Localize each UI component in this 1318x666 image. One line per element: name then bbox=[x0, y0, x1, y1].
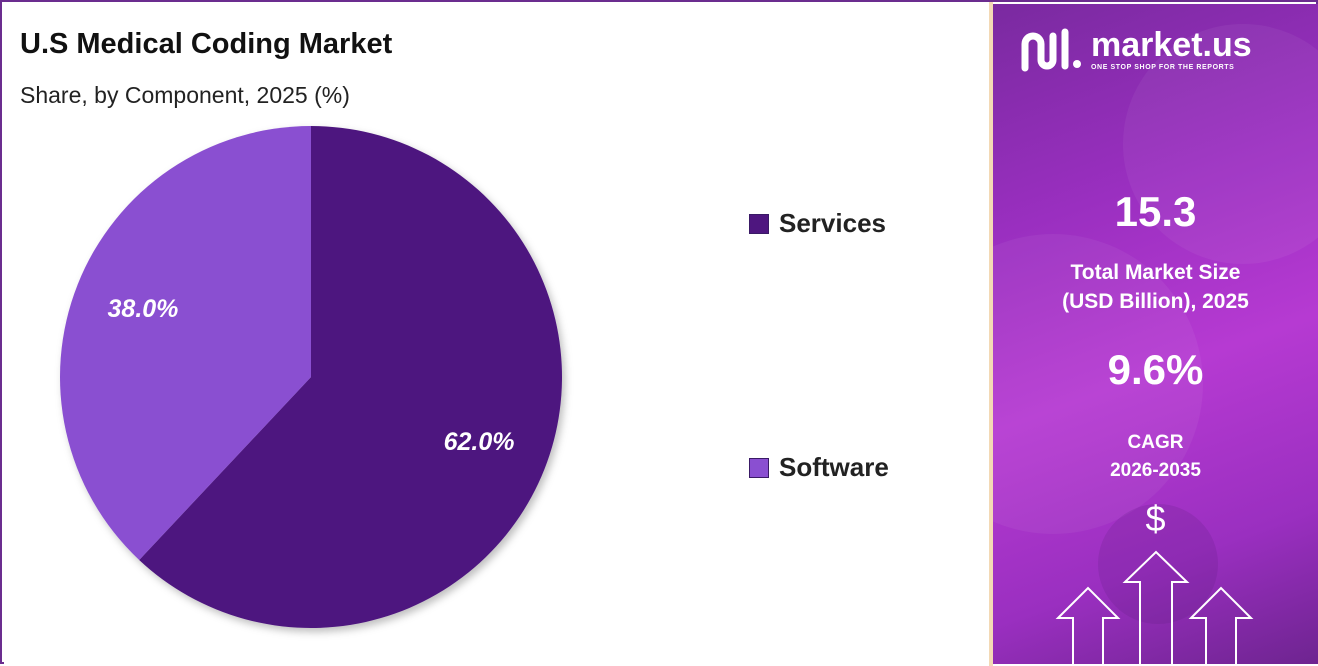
pie-slice-services bbox=[139, 126, 562, 629]
legend-item-software: Software bbox=[749, 452, 889, 483]
brand: market.us ONE STOP SHOP FOR THE REPORTS bbox=[1021, 26, 1252, 72]
pie-chart: 62.0% 38.0% bbox=[60, 126, 562, 629]
arrow-up-icon bbox=[1122, 550, 1190, 664]
chart-panel: U.S Medical Coding Market Share, by Comp… bbox=[4, 4, 989, 664]
cagr-label-line1: CAGR bbox=[1127, 432, 1184, 453]
growth-arrows bbox=[1055, 550, 1254, 664]
panel-divider bbox=[989, 2, 993, 666]
market-size-label-line2: (USD Billion), 2025 bbox=[1062, 290, 1249, 313]
legend-item-services: Services bbox=[749, 208, 886, 239]
legend-label-services: Services bbox=[779, 208, 886, 238]
legend-label-software: Software bbox=[779, 452, 889, 482]
arrow-up-icon bbox=[1055, 586, 1121, 664]
legend-swatch-software bbox=[749, 457, 769, 478]
market-size-value: 15.3 bbox=[1114, 188, 1197, 235]
legend-swatch-services bbox=[749, 213, 769, 234]
brand-name: market.us bbox=[1091, 25, 1252, 64]
chart-subtitle: Share, by Component, 2025 (%) bbox=[20, 82, 350, 108]
arrow-up-icon bbox=[1188, 586, 1254, 664]
cagr-value: 9.6% bbox=[1107, 346, 1204, 393]
brand-tagline: ONE STOP SHOP FOR THE REPORTS bbox=[1091, 63, 1235, 71]
cagr-label-line2: 2026-2035 bbox=[1110, 460, 1201, 481]
slice-label-software: 38.0% bbox=[108, 295, 179, 323]
chart-title: U.S Medical Coding Market bbox=[20, 28, 393, 60]
pie-slice-software bbox=[60, 126, 312, 560]
background-decoration bbox=[993, 24, 1318, 624]
stats-panel: market.us ONE STOP SHOP FOR THE REPORTS … bbox=[993, 4, 1318, 664]
dollar-icon: $ bbox=[1145, 498, 1166, 539]
slice-label-services: 62.0% bbox=[444, 428, 515, 456]
market-us-logo-icon bbox=[1021, 28, 1081, 72]
market-size-label-line1: Total Market Size bbox=[1070, 261, 1241, 284]
